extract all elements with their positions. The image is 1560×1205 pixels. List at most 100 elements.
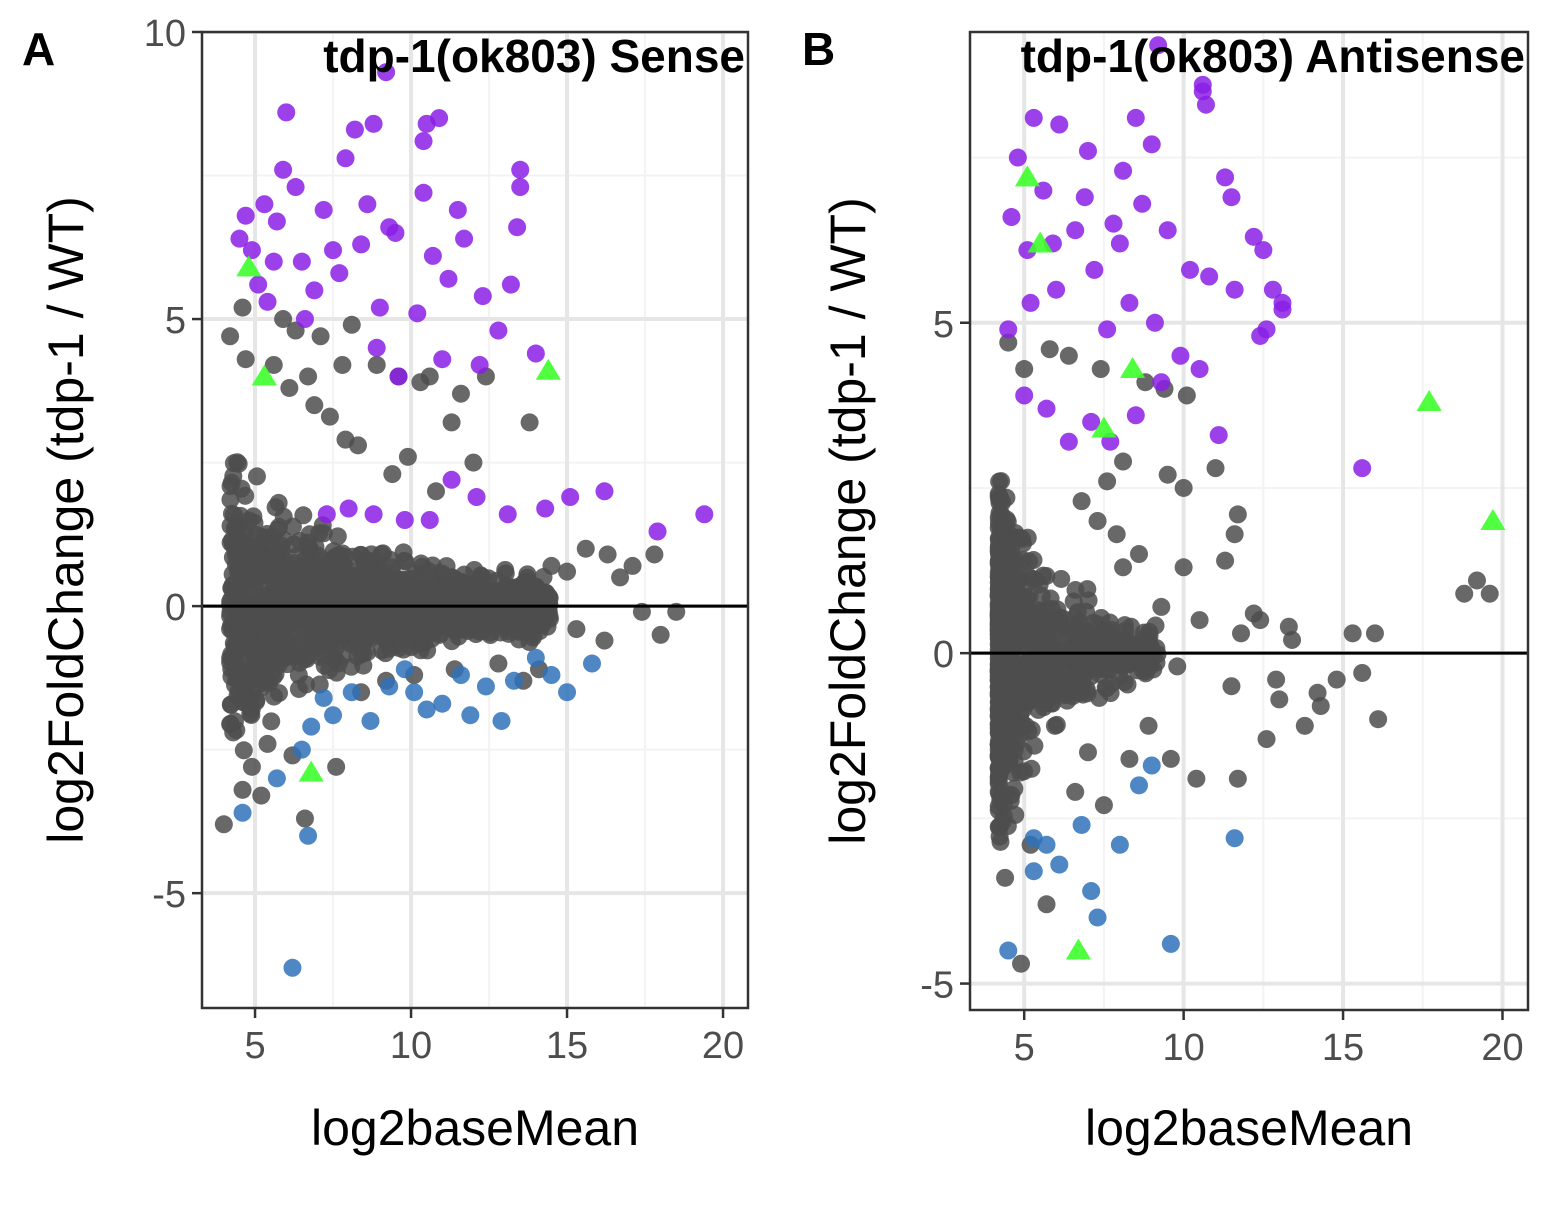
point-up [433,350,452,369]
point-ns [367,355,386,374]
point-ns-cloud [270,517,289,536]
point-down [526,648,545,667]
point-ns [233,780,252,799]
point-up [380,218,399,237]
point-up [442,470,461,489]
y-tick-label: 0 [933,634,954,676]
point-up [1126,406,1145,425]
point-ns [1072,492,1091,511]
point-down [1225,829,1244,848]
point-down [342,683,361,702]
panel-tag: A [22,23,55,75]
point-ns-cloud [264,687,283,706]
point-down [395,660,414,679]
point-ns [1174,558,1193,577]
point-ns-cloud [993,493,1012,512]
point-up [1200,267,1219,286]
point-up [277,103,296,122]
point-ns-cloud [369,586,388,605]
y-tick-label: 10 [144,13,186,55]
point-ns [623,556,642,575]
panel-b: 5 10 15 20 -5 0 5 log2baseMean log2FoldChange (t… [802,23,1530,1156]
point-up [1254,241,1273,260]
point-up [377,63,396,82]
point-ns [1114,452,1133,471]
point-down [1161,934,1180,953]
point-up [1024,108,1043,127]
point-ns [1228,505,1247,524]
point-ns-cloud [314,524,333,543]
point-ns [1139,716,1158,735]
point-ns-cloud [1006,805,1025,824]
point-ns-cloud [236,565,255,584]
point-ns [1040,340,1059,359]
point-ns-cloud [1047,715,1066,734]
point-up [1002,208,1021,227]
point-down [233,803,252,822]
point-ns-cloud [989,748,1008,767]
point-ns [1012,954,1031,973]
point-highlight [236,255,262,277]
points [214,63,714,977]
gridlines [202,32,748,1008]
point-ns [1190,611,1209,630]
point-up [274,160,293,179]
point-ns-cloud [1032,689,1051,708]
point-ns [333,355,352,374]
point-up [473,287,492,306]
point-ns-cloud [281,593,300,612]
point-highlight [535,358,561,380]
point-ns-cloud [1002,540,1021,559]
point-ns [1270,690,1289,709]
point-ns [651,625,670,644]
point-ns-cloud [404,576,423,595]
point-up [561,488,580,507]
point-up [317,505,336,524]
x-tick-label: 15 [546,1025,588,1067]
y-tick-label: -5 [920,965,954,1007]
point-ns-cloud [298,647,317,666]
point-ns [1168,657,1187,676]
point-ns-cloud [382,620,401,639]
point-up [999,320,1018,339]
point-ns-cloud [1070,683,1089,702]
point-ns [233,298,252,317]
point-up [364,114,383,133]
point-up [526,344,545,363]
point-up [1225,280,1244,299]
point-up [1171,346,1190,365]
point-ns-cloud [272,540,291,559]
series-highlight [236,255,561,782]
point-up [1196,95,1215,114]
point-up [230,229,249,248]
point-ns-cloud [1133,661,1152,680]
point-ns [567,620,586,639]
point-ns [542,556,561,575]
point-highlight [1416,390,1442,412]
point-ns-cloud [351,595,370,614]
point-ns [1158,465,1177,484]
point-down [505,671,523,690]
point-up [1104,214,1123,233]
point-ns-cloud [430,624,449,643]
point-down [267,769,286,788]
point-ns [1308,683,1327,702]
point-up [255,195,274,214]
point-highlight [1065,938,1092,960]
x-tick-label: 20 [702,1025,744,1067]
point-down [999,941,1018,960]
point-up [414,183,433,202]
point-up [595,482,614,501]
point-ns-cloud [1004,562,1023,581]
point-up [1015,386,1034,405]
point-up [408,304,427,323]
point-ns-cloud [234,741,253,760]
point-up [414,132,433,151]
point-ns-cloud [1074,635,1093,654]
point-ns-cloud [306,630,325,649]
point-down [324,706,343,725]
point-ns-cloud [235,540,254,559]
panel-a: 5 10 15 20 -5 0 5 10 log2baseMean log2FoldChange … [22,13,750,1156]
point-ns-cloud [281,567,300,586]
point-up [389,367,408,386]
